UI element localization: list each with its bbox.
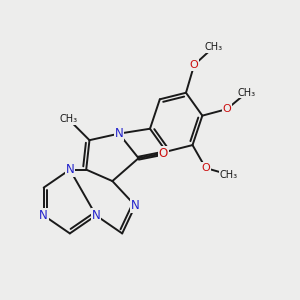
Text: CH₃: CH₃ [59, 114, 77, 124]
Text: CH₃: CH₃ [220, 169, 238, 179]
Text: N: N [92, 209, 100, 222]
Text: N: N [39, 209, 48, 222]
Text: O: O [158, 147, 168, 160]
Text: N: N [115, 127, 123, 140]
Text: O: O [201, 163, 210, 173]
Text: CH₃: CH₃ [237, 88, 256, 98]
Text: O: O [190, 60, 199, 70]
Text: N: N [65, 163, 74, 176]
Text: N: N [131, 199, 140, 212]
Text: CH₃: CH₃ [205, 42, 223, 52]
Text: O: O [223, 104, 231, 114]
